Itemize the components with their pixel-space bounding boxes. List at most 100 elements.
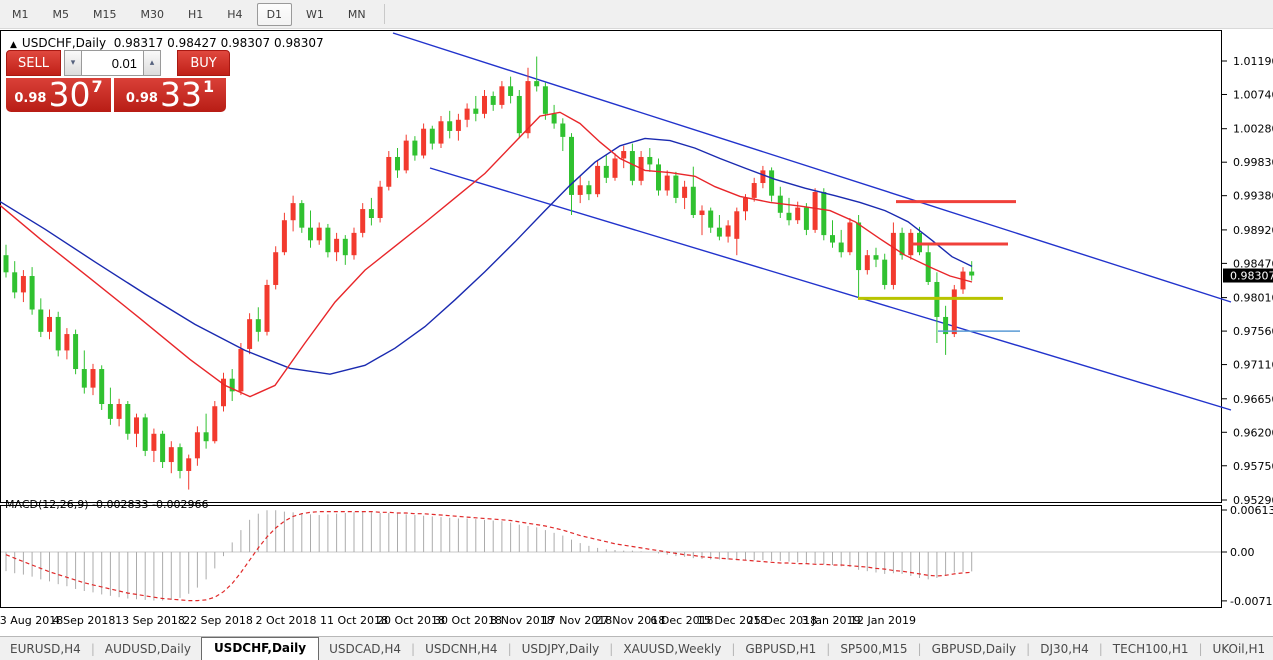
candle xyxy=(943,316,949,335)
timeframe-button-h4[interactable]: H4 xyxy=(227,7,243,21)
candle xyxy=(751,183,757,198)
candle xyxy=(99,369,105,405)
candle xyxy=(273,252,279,285)
buy-button[interactable]: BUY xyxy=(177,50,230,76)
buy-price-sup: 1 xyxy=(202,77,215,96)
trendline-channel-upper[interactable] xyxy=(392,32,1232,303)
candle xyxy=(525,81,531,134)
ma-fast-line xyxy=(0,111,973,398)
candle xyxy=(334,238,340,253)
candle xyxy=(255,319,261,332)
tab-gbpusd-daily[interactable]: GBPUSD,Daily xyxy=(931,642,1017,656)
macd-axis-label: -0.007142 xyxy=(1230,595,1273,608)
timeframe-button-m30[interactable]: M30 xyxy=(140,7,165,21)
lot-size-input[interactable] xyxy=(82,50,143,76)
candle xyxy=(47,316,52,332)
date-axis-label: 20 Oct 2018 xyxy=(377,614,445,627)
tab-sp500-m15[interactable]: SP500,M15 xyxy=(840,642,908,656)
candle xyxy=(464,108,470,120)
date-axis-label: 13 Sep 2018 xyxy=(115,614,185,627)
candle xyxy=(403,140,409,171)
candle xyxy=(264,284,270,332)
candle xyxy=(690,186,696,216)
timeframe-button-m1[interactable]: M1 xyxy=(12,7,29,21)
date-axis-label: 12 Jan 2019 xyxy=(850,614,916,627)
current-price-label: 0.98307 xyxy=(1230,270,1273,283)
sell-price-big: 30 xyxy=(48,75,91,114)
chart-title: ▲ USDCHF,Daily 0.98317 0.98427 0.98307 0.… xyxy=(10,36,324,50)
tab-audusd-daily[interactable]: AUDUSD,Daily xyxy=(104,642,191,656)
tab-usdjpy-daily[interactable]: USDJPY,Daily xyxy=(521,642,600,656)
candle xyxy=(864,255,870,271)
candle xyxy=(743,197,748,212)
buy-price-small: 0.98 xyxy=(125,91,158,106)
candle xyxy=(569,136,574,195)
timeframe-button-mn[interactable]: MN xyxy=(347,7,366,21)
tab-eurusd-h4[interactable]: EURUSD,H4 xyxy=(10,642,81,656)
lot-increase-button[interactable]: ▴ xyxy=(143,50,161,76)
lot-decrease-button[interactable]: ▾ xyxy=(64,50,82,76)
tab-separator: | xyxy=(411,642,416,656)
candle xyxy=(664,175,670,191)
candle xyxy=(73,334,79,370)
candle xyxy=(699,210,705,216)
tab-xauusd-weekly[interactable]: XAUUSD,Weekly xyxy=(623,642,722,656)
candle xyxy=(838,242,844,253)
candle xyxy=(847,222,853,253)
candle xyxy=(290,203,296,221)
sell-price-display[interactable]: 0.98 30 7 xyxy=(6,75,111,114)
date-axis-label: 3 Jan 2019 xyxy=(802,614,861,627)
candle xyxy=(186,458,192,471)
candles xyxy=(3,56,975,490)
candle xyxy=(490,95,496,105)
tab-gbpusd-h1[interactable]: GBPUSD,H1 xyxy=(745,642,817,656)
date-axis-label: 11 Oct 2018 xyxy=(320,614,388,627)
candle xyxy=(447,121,453,131)
sell-button[interactable]: SELL xyxy=(6,50,61,76)
candle xyxy=(595,165,601,195)
tab-separator: | xyxy=(1026,642,1031,656)
date-axis-label: 27 Nov 2018 xyxy=(595,614,665,627)
candle xyxy=(925,252,931,282)
timeframe-button-m5[interactable]: M5 xyxy=(52,7,70,21)
timeframe-button-w1[interactable]: W1 xyxy=(306,7,324,21)
timeframe-button-d1[interactable]: D1 xyxy=(256,2,293,26)
timeframe-toolbar: M1 M5 M15 M30 H1 H4 D1 W1 MN xyxy=(0,0,1273,29)
macd-axis-label: 0.00 xyxy=(1230,546,1255,559)
candle xyxy=(360,209,366,233)
date-axis-label: 23 Aug 2018 xyxy=(0,614,63,627)
candle xyxy=(786,212,792,221)
tab-tech100-h1[interactable]: TECH100,H1 xyxy=(1112,642,1189,656)
tab-dj30-h4[interactable]: DJ30,H4 xyxy=(1040,642,1089,656)
tab-usdcad-h4[interactable]: USDCAD,H4 xyxy=(329,642,402,656)
candle xyxy=(55,316,61,351)
timeframe-button-h1[interactable]: H1 xyxy=(188,7,204,21)
candle xyxy=(377,186,383,218)
candle xyxy=(386,156,392,187)
timeframe-button-m15[interactable]: M15 xyxy=(93,7,117,21)
candle xyxy=(673,175,679,198)
tab-ukoil-h1[interactable]: UKOil,H1 xyxy=(1212,642,1266,656)
collapse-triangle-icon[interactable]: ▲ xyxy=(10,40,17,50)
candle xyxy=(29,276,35,310)
tab-usdchf-daily[interactable]: USDCHF,Daily xyxy=(200,637,320,660)
toolbar-separator xyxy=(383,4,385,24)
symbol-tab-bar: EURUSD,H4 | AUDUSD,Daily USDCHF,Daily USDCAD… xyxy=(0,636,1273,660)
trendline-channel-lower[interactable] xyxy=(429,167,1232,411)
date-axis-label: 22 Sep 2018 xyxy=(183,614,253,627)
tab-usdcnh-h4[interactable]: USDCNH,H4 xyxy=(425,642,498,656)
buy-price-big: 33 xyxy=(159,75,202,114)
buy-price-display[interactable]: 0.98 33 1 xyxy=(114,75,226,114)
candle xyxy=(281,220,287,253)
date-axis-label: 6 Dec 2018 xyxy=(650,614,713,627)
candle xyxy=(212,406,218,442)
candle xyxy=(534,81,540,87)
candle xyxy=(873,255,879,260)
